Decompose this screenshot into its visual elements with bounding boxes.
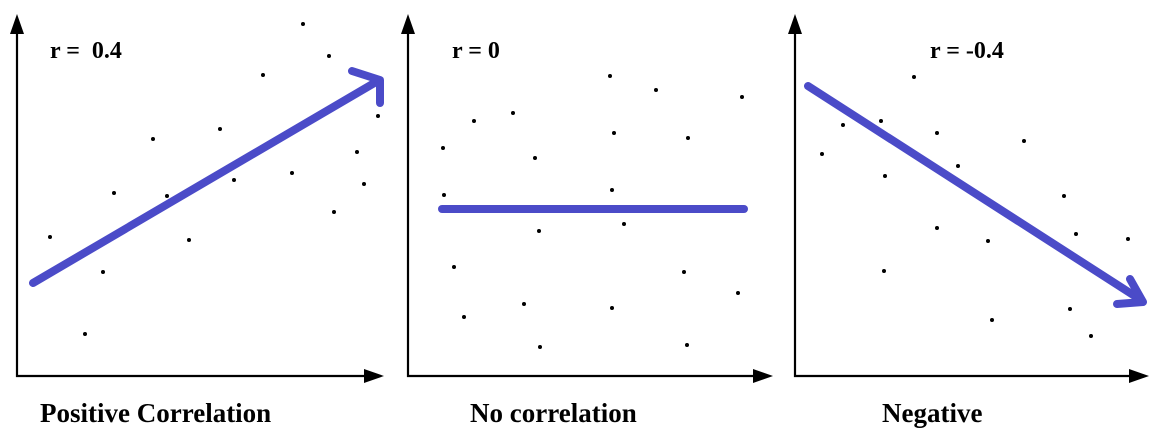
panel-positive-axes: [15, 32, 373, 378]
panel-none-points: [441, 74, 744, 349]
scatter-point-negative-9: [956, 164, 960, 168]
none-r-label: r = 0: [452, 38, 500, 64]
scatter-point-none-11: [608, 74, 612, 78]
scatter-point-negative-17: [1126, 237, 1130, 241]
scatter-point-negative-12: [1022, 139, 1026, 143]
scatter-point-negative-6: [912, 75, 916, 79]
panel-none-x-arrow: [753, 369, 773, 383]
scatter-point-negative-7: [935, 131, 939, 135]
scatter-point-negative-13: [1062, 194, 1066, 198]
scatter-point-none-8: [533, 156, 537, 160]
scatter-point-none-9: [537, 229, 541, 233]
scatter-point-negative-14: [1068, 307, 1072, 311]
panel-none: r = 0 No correlation: [401, 14, 773, 428]
negative-r-label: r = -0.4: [930, 38, 1004, 64]
negative-trend-arrowhead: [1113, 275, 1147, 308]
negative-trend-line: [804, 82, 1145, 304]
scatter-point-negative-3: [879, 119, 883, 123]
scatter-point-none-7: [522, 302, 526, 306]
panel-positive-points: [48, 22, 380, 336]
scatter-point-positive-6: [165, 194, 169, 198]
panel-negative-x-arrow: [1129, 369, 1149, 383]
scatter-point-positive-15: [355, 150, 359, 154]
scatter-point-positive-13: [327, 54, 331, 58]
scatter-point-none-1: [441, 146, 445, 150]
scatter-point-positive-4: [112, 191, 116, 195]
scatter-point-negative-8: [935, 226, 939, 230]
scatter-point-negative-10: [986, 239, 990, 243]
panel-negative-y-arrow: [788, 14, 802, 34]
panel-positive: r = 0.4 Positive Correlation: [10, 14, 384, 428]
panel-positive-x-arrow: [364, 369, 384, 383]
scatter-point-none-14: [610, 306, 614, 310]
scatter-point-positive-17: [376, 114, 380, 118]
scatter-point-positive-12: [301, 22, 305, 26]
positive-trend-line: [29, 78, 380, 287]
scatter-point-positive-2: [83, 332, 87, 336]
positive-trend-arrowhead: [348, 67, 384, 107]
scatter-point-none-17: [682, 270, 686, 274]
panel-positive-y-arrow: [10, 14, 24, 34]
panel-negative-axes: [793, 32, 1138, 378]
panel-negative: r = -0.4 Negative: [788, 14, 1149, 428]
scatter-point-negative-11: [990, 318, 994, 322]
scatter-point-negative-1: [820, 152, 824, 156]
scatter-point-negative-5: [882, 269, 886, 273]
scatter-point-negative-2: [841, 123, 845, 127]
scatter-point-none-19: [685, 343, 689, 347]
scatter-point-none-5: [472, 119, 476, 123]
scatter-point-none-3: [452, 265, 456, 269]
positive-caption: Positive Correlation: [40, 398, 271, 428]
scatter-point-none-13: [612, 131, 616, 135]
scatter-point-none-2: [442, 193, 446, 197]
scatter-point-none-20: [736, 291, 740, 295]
positive-r-label: r = 0.4: [50, 38, 122, 64]
panel-none-axes: [406, 32, 762, 378]
scatter-point-none-15: [622, 222, 626, 226]
scatter-point-none-10: [538, 345, 542, 349]
none-caption: No correlation: [470, 398, 637, 428]
scatter-point-none-16: [654, 88, 658, 92]
scatter-point-positive-1: [48, 235, 52, 239]
scatter-point-positive-9: [232, 178, 236, 182]
negative-caption: Negative: [882, 398, 982, 428]
panel-none-y-arrow: [401, 14, 415, 34]
scatter-point-negative-4: [883, 174, 887, 178]
scatter-point-positive-3: [101, 270, 105, 274]
scatter-point-positive-7: [187, 238, 191, 242]
scatter-point-none-12: [610, 188, 614, 192]
scatter-point-positive-11: [290, 171, 294, 175]
scatter-point-positive-16: [362, 182, 366, 186]
scatter-point-negative-15: [1074, 232, 1078, 236]
scatter-point-positive-10: [261, 73, 265, 77]
panel-negative-points: [820, 75, 1130, 338]
scatter-point-none-21: [740, 95, 744, 99]
scatter-point-none-6: [511, 111, 515, 115]
scatter-point-none-18: [686, 136, 690, 140]
scatter-point-positive-14: [332, 210, 336, 214]
scatter-point-positive-5: [151, 137, 155, 141]
scatter-point-positive-8: [218, 127, 222, 131]
scatter-point-none-4: [462, 315, 466, 319]
scatter-point-negative-16: [1089, 334, 1093, 338]
